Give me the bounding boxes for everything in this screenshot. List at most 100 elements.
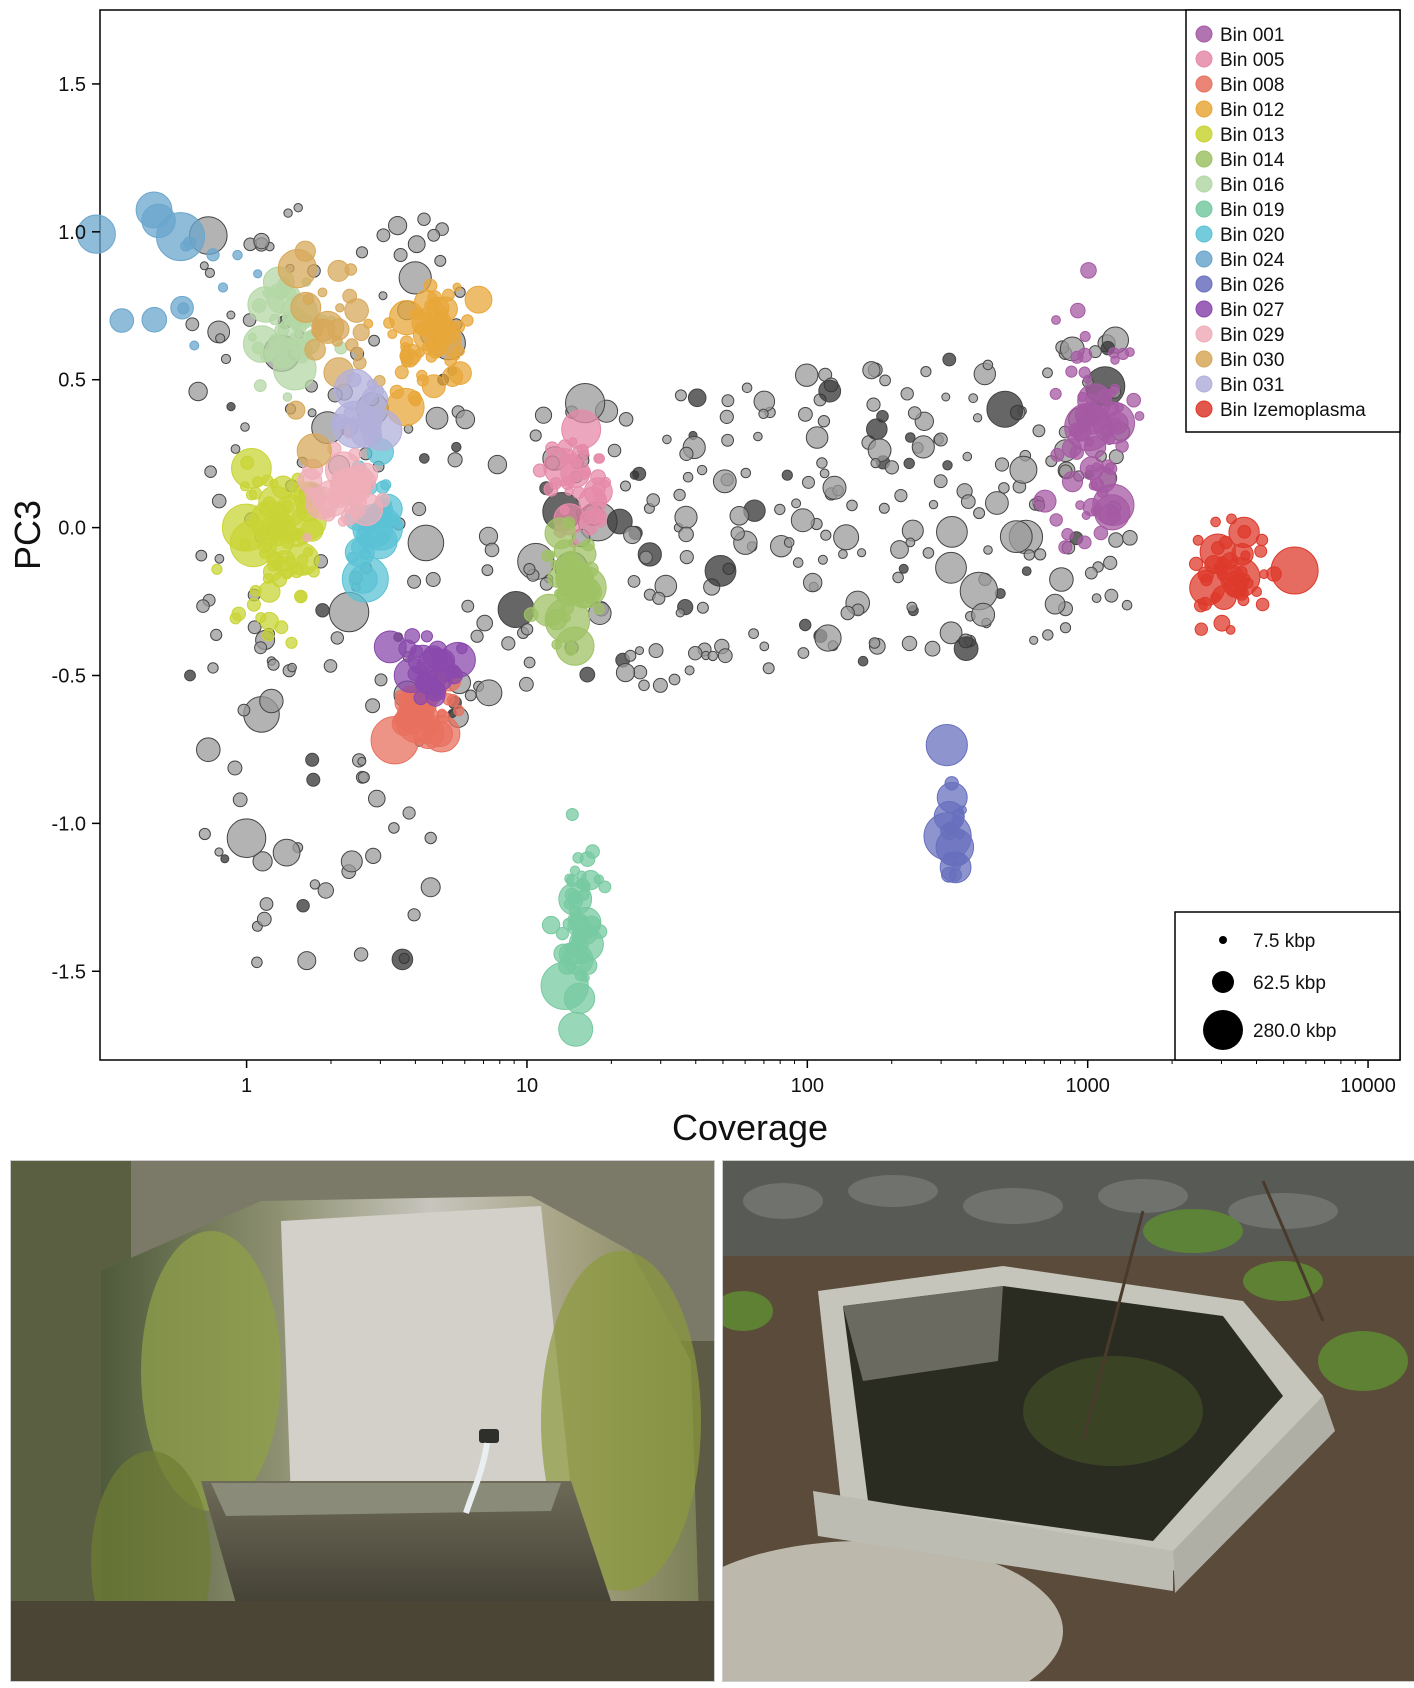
point-bin-4 xyxy=(262,496,277,511)
point-bin-0 xyxy=(1050,447,1065,462)
point-bin-5 xyxy=(593,603,605,615)
unbinned-point xyxy=(790,508,815,533)
point-bin-0 xyxy=(1069,445,1084,460)
point-bin-11 xyxy=(409,644,424,659)
unbinned-point xyxy=(998,482,1010,494)
point-bin-9 xyxy=(177,302,190,315)
point-bin-3 xyxy=(448,361,472,385)
unbinned-point xyxy=(838,549,848,559)
point-bin-2 xyxy=(421,718,437,734)
point-bin-2 xyxy=(453,705,465,717)
point-bin-3 xyxy=(416,369,428,382)
unbinned-point xyxy=(717,648,733,664)
unbinned-point xyxy=(1121,599,1133,611)
point-bin-4 xyxy=(285,636,298,649)
point-bin-5 xyxy=(564,597,574,607)
legend-box xyxy=(1185,9,1401,433)
point-bin-15 xyxy=(1210,516,1221,528)
size-legend-marker xyxy=(1203,1010,1243,1050)
unbinned-point xyxy=(632,665,648,680)
unbinned-point xyxy=(840,605,855,621)
point-bin-1 xyxy=(568,437,578,447)
unbinned-point xyxy=(928,499,939,510)
point-bin-4 xyxy=(252,476,263,488)
unbinned-point xyxy=(971,602,996,627)
unbinned-point xyxy=(184,669,196,682)
legend-label: Bin 013 xyxy=(1220,125,1284,146)
unbinned-point xyxy=(247,620,262,635)
unbinned-point xyxy=(646,493,661,507)
unbinned-point xyxy=(682,471,694,483)
unbinned-point xyxy=(434,254,447,267)
unbinned-point xyxy=(994,457,1010,472)
unbinned-point xyxy=(905,537,916,548)
unbinned-point xyxy=(226,818,267,859)
unbinned-point xyxy=(196,599,210,613)
unbinned-point xyxy=(402,806,416,820)
point-bin-0 xyxy=(1083,374,1093,384)
point-bin-1 xyxy=(564,486,574,496)
point-bin-3 xyxy=(399,349,414,364)
unbinned-point xyxy=(487,454,508,475)
unbinned-point xyxy=(721,394,735,408)
point-bin-8 xyxy=(383,512,398,527)
point-bin-14 xyxy=(332,413,349,430)
unbinned-point xyxy=(478,526,499,546)
unbinned-point xyxy=(679,446,694,461)
unbinned-point xyxy=(1049,567,1074,592)
point-bin-1 xyxy=(545,441,560,456)
point-bin-4 xyxy=(277,555,287,566)
unbinned-point xyxy=(393,248,408,262)
unbinned-point xyxy=(846,499,858,512)
photo-fountain xyxy=(10,1160,715,1682)
point-bin-6 xyxy=(247,286,284,323)
unbinned-point xyxy=(635,646,644,656)
unbinned-point xyxy=(798,407,813,422)
unbinned-point xyxy=(240,422,250,432)
point-bin-0 xyxy=(1077,535,1092,550)
point-bin-4 xyxy=(280,534,296,549)
unbinned-point xyxy=(407,524,445,562)
point-bin-9 xyxy=(189,340,200,351)
unbinned-point xyxy=(252,851,273,872)
unbinned-point xyxy=(251,956,263,969)
unbinned-point xyxy=(357,771,370,784)
unbinned-point xyxy=(407,574,422,589)
point-bin-12 xyxy=(337,516,349,527)
unbinned-point xyxy=(719,409,734,424)
point-bin-5 xyxy=(541,549,554,562)
unbinned-point xyxy=(968,393,979,404)
unbinned-point xyxy=(272,838,301,867)
y-tick-label: -1.0 xyxy=(52,813,86,835)
point-bin-15 xyxy=(1255,533,1269,547)
point-bin-3 xyxy=(383,317,395,329)
unbinned-point xyxy=(253,232,270,250)
legend-marker xyxy=(1195,100,1213,118)
point-bin-10 xyxy=(925,724,968,767)
legend-label: Bin Izemoplasma xyxy=(1220,400,1366,421)
unbinned-point xyxy=(892,571,904,584)
plot-frame xyxy=(99,9,1401,1061)
unbinned-point xyxy=(795,363,819,387)
point-bin-9 xyxy=(180,240,192,252)
point-bin-3 xyxy=(461,314,474,327)
unbinned-point xyxy=(870,458,881,469)
unbinned-point xyxy=(293,203,303,213)
point-bin-0 xyxy=(1104,401,1120,417)
unbinned-point xyxy=(999,520,1033,553)
point-bin-9 xyxy=(76,214,116,254)
point-bin-8 xyxy=(348,564,378,594)
point-bin-5 xyxy=(553,539,576,562)
unbinned-point xyxy=(207,662,219,674)
point-bin-0 xyxy=(1058,540,1073,555)
point-bin-8 xyxy=(358,534,371,548)
unbinned-point xyxy=(365,847,382,865)
legend-label: Bin 027 xyxy=(1220,300,1284,321)
y-tick-label: -0.5 xyxy=(52,665,86,687)
unbinned-point xyxy=(933,432,948,447)
point-bin-0 xyxy=(1126,392,1141,408)
point-bin-15 xyxy=(1240,550,1251,561)
unbinned-point xyxy=(447,452,463,468)
point-bin-4 xyxy=(239,538,251,551)
point-bin-0 xyxy=(1097,388,1112,404)
